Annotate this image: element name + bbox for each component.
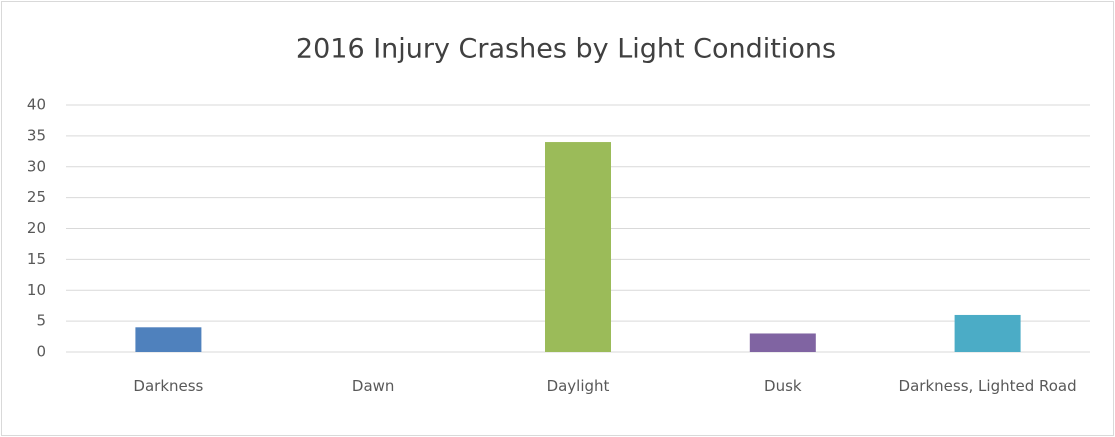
y-tick-label: 15 [27,250,46,268]
bar [749,333,816,352]
y-tick-label: 40 [27,96,46,114]
y-tick-label: 5 [36,312,46,330]
x-tick-label: Darkness, Lighted Road [898,377,1077,395]
bar [954,314,1021,352]
x-tick-label: Dawn [351,377,395,395]
bar [545,142,611,352]
x-tick-label: Dusk [764,377,802,395]
y-tick-label: 25 [27,188,46,206]
y-tick-label: 20 [27,219,46,237]
y-tick-label: 10 [27,281,46,299]
bar [135,327,202,352]
y-tick-label: 35 [27,126,46,144]
y-tick-label: 30 [27,157,46,175]
x-tick-label: Daylight [546,377,610,395]
chart-title: 2016 Injury Crashes by Light Conditions [296,34,836,65]
y-tick-label: 0 [36,343,46,361]
x-tick-label: Darkness [133,377,204,395]
